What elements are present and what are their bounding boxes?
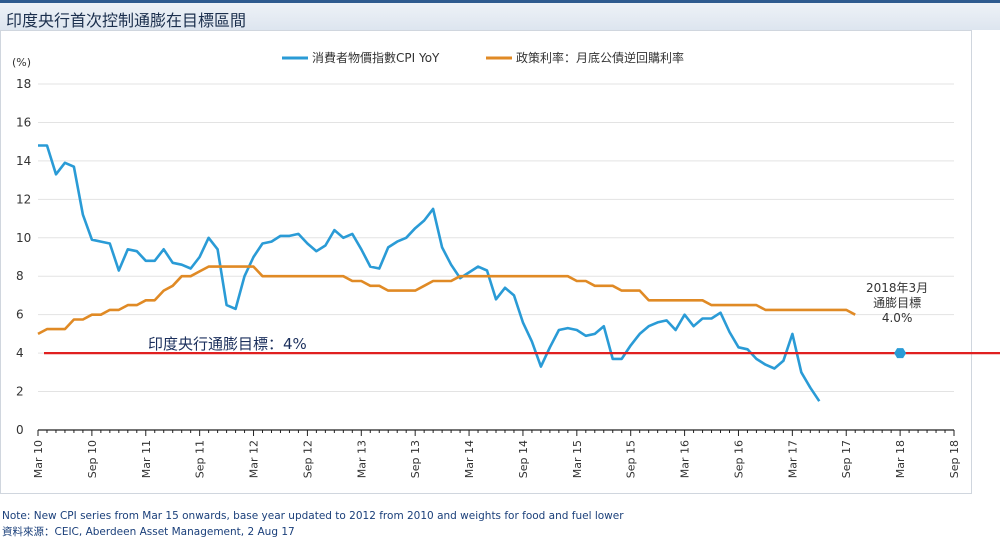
footer-note: Note: New CPI series from Mar 15 onwards… bbox=[2, 510, 624, 522]
series-line-cpi bbox=[38, 144, 821, 402]
x-tick-label: Mar 17 bbox=[786, 440, 799, 478]
y-tick-label: 4 bbox=[16, 346, 24, 360]
x-tick-label: Mar 11 bbox=[140, 440, 153, 478]
x-tick-label: Mar 13 bbox=[355, 440, 368, 478]
y-tick-label: 14 bbox=[16, 154, 31, 168]
x-tick-label: Sep 17 bbox=[840, 440, 853, 478]
x-tick-label: Mar 10 bbox=[32, 440, 45, 478]
series-line-policy-rate bbox=[37, 265, 856, 336]
y-tick-label: 2 bbox=[16, 385, 24, 399]
chart-title: 印度央行首次控制通膨在目標區間 bbox=[6, 11, 247, 30]
chart-svg: (%) 0 2 4 6 8 10 12 14 16 18 Mar 10 Sep 10 Mar 11 Sep… bbox=[12, 50, 1000, 478]
target-point-label: 2018年3月 bbox=[866, 281, 928, 295]
y-tick-label: 8 bbox=[16, 269, 24, 283]
y-tick-label: 16 bbox=[16, 115, 31, 129]
y-tick-label: 0 bbox=[16, 423, 24, 437]
x-tick-label: Sep 16 bbox=[732, 440, 745, 478]
target-point-label: 4.0% bbox=[882, 311, 913, 325]
x-tick-label: Sep 15 bbox=[625, 440, 638, 478]
y-tick-label: 12 bbox=[16, 192, 31, 206]
x-tick-label: Mar 15 bbox=[571, 440, 584, 478]
x-tick-label: Sep 12 bbox=[301, 440, 314, 478]
x-tick-label: Mar 14 bbox=[463, 440, 476, 478]
x-tick-label: Mar 12 bbox=[248, 440, 261, 478]
x-tick-label: Sep 13 bbox=[409, 440, 422, 478]
footer-source: 資料來源：CEIC, Aberdeen Asset Management, 2 … bbox=[2, 526, 295, 538]
y-tick-label: 10 bbox=[16, 231, 31, 245]
y-unit-label: (%) bbox=[12, 56, 31, 69]
legend-label-cpi: 消費者物價指數CPI YoY bbox=[312, 50, 440, 65]
target-point-label: 通膨目標 bbox=[873, 296, 921, 310]
x-tick-label: Mar 18 bbox=[894, 440, 907, 478]
target-line-label: 印度央行通膨目標：4% bbox=[148, 335, 307, 353]
target-point-marker bbox=[894, 348, 907, 359]
x-tick-label: Sep 14 bbox=[517, 440, 530, 478]
y-tick-label: 18 bbox=[16, 77, 31, 91]
y-tick-label: 6 bbox=[16, 308, 24, 322]
title-bar: 印度央行首次控制通膨在目標區間 bbox=[0, 0, 1000, 30]
x-tick-label: Mar 16 bbox=[679, 440, 692, 478]
legend-label-policy-rate: 政策利率：月底公債逆回購利率 bbox=[516, 50, 684, 65]
x-tick-label: Sep 11 bbox=[194, 440, 207, 478]
x-tick-label: Sep 18 bbox=[948, 440, 961, 478]
chart-frame bbox=[0, 30, 972, 494]
x-tick-label: Sep 10 bbox=[86, 440, 99, 478]
